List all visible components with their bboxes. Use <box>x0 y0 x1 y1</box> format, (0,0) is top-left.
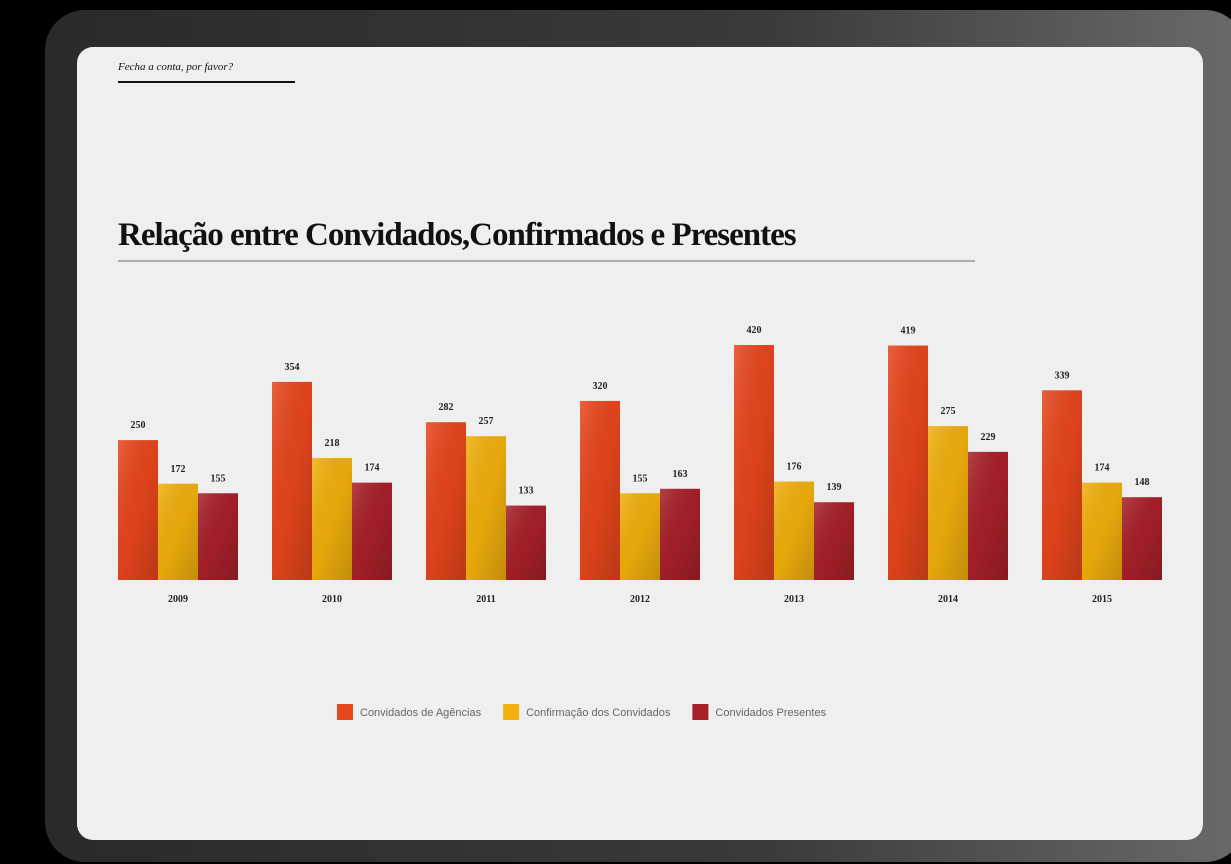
value-label: 275 <box>941 406 956 417</box>
legend-swatch <box>692 704 709 720</box>
value-label: 229 <box>981 432 996 443</box>
legend-label: Convidados Presentes <box>715 707 826 719</box>
value-label: 163 <box>673 469 688 480</box>
bar-texture <box>968 451 1008 580</box>
value-label: 250 <box>131 420 146 431</box>
x-tick-label: 2013 <box>784 594 804 605</box>
chart-title: Relação entre Convidados,Confirmados e P… <box>118 217 797 253</box>
value-label: 139 <box>827 482 842 493</box>
value-label: 176 <box>787 462 802 473</box>
value-label: 155 <box>633 473 648 484</box>
bar-texture <box>774 481 814 580</box>
value-label: 257 <box>479 416 494 427</box>
bar-texture <box>620 493 660 580</box>
legend-label: Convidados de Agências <box>360 707 482 719</box>
tagline: Fecha a conta, por favor? <box>117 61 234 73</box>
bar-texture <box>118 440 158 580</box>
value-label: 339 <box>1055 370 1070 381</box>
legend-swatch <box>503 704 520 720</box>
bar-texture <box>1042 390 1082 580</box>
legend-swatch <box>337 704 353 720</box>
bar-texture <box>928 426 968 580</box>
x-tick-label: 2011 <box>476 594 495 605</box>
bar-texture <box>580 400 620 580</box>
bar-texture <box>734 345 774 580</box>
bar-texture <box>506 505 546 580</box>
x-tick-label: 2009 <box>168 594 188 605</box>
bar-texture <box>352 482 392 580</box>
bar-texture <box>312 458 352 580</box>
bar-texture <box>888 345 928 580</box>
bar-texture <box>1082 482 1122 580</box>
bar-texture <box>1122 497 1162 580</box>
screen <box>77 47 1203 840</box>
bar-texture <box>466 436 506 580</box>
value-label: 420 <box>747 325 762 336</box>
bar-texture <box>198 493 238 580</box>
bar-texture <box>814 502 854 580</box>
x-tick-label: 2015 <box>1092 594 1112 605</box>
value-label: 419 <box>901 326 916 337</box>
bar-texture <box>158 483 198 580</box>
value-label: 172 <box>171 464 186 475</box>
x-tick-label: 2014 <box>938 594 958 605</box>
value-label: 282 <box>439 402 454 413</box>
bar-texture <box>426 422 466 580</box>
x-tick-label: 2012 <box>630 594 650 605</box>
bar-texture <box>272 381 312 580</box>
value-label: 148 <box>1135 477 1150 488</box>
value-label: 174 <box>365 463 380 474</box>
value-label: 155 <box>211 473 226 484</box>
bar-texture <box>660 488 700 580</box>
value-label: 320 <box>593 381 608 392</box>
value-label: 218 <box>325 438 340 449</box>
x-tick-label: 2010 <box>322 594 342 605</box>
value-label: 133 <box>519 486 534 497</box>
value-label: 354 <box>285 362 300 373</box>
value-label: 174 <box>1095 463 1110 474</box>
legend-label: Confirmação dos Convidados <box>526 707 671 719</box>
